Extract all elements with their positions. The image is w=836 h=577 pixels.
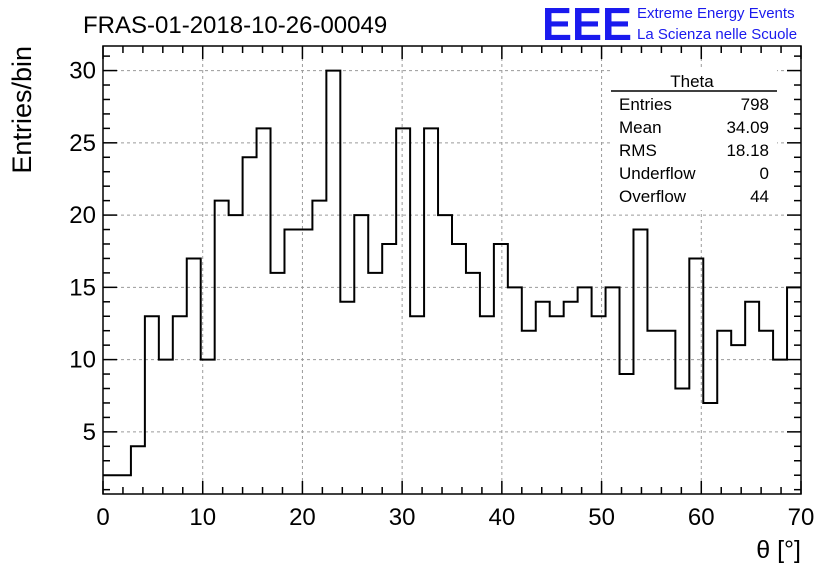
run-title: FRAS-01-2018-10-26-00049 <box>83 12 387 39</box>
stats-value-overflow: 44 <box>750 187 769 206</box>
y-tick-label: 15 <box>69 274 96 301</box>
axis-ticks <box>102 46 802 494</box>
x-tick-label: 30 <box>389 504 416 531</box>
x-tick-label: 70 <box>788 504 815 531</box>
y-tick-label: 5 <box>83 419 96 446</box>
stats-label-underflow: Underflow <box>619 164 696 183</box>
stats-label-mean: Mean <box>619 118 662 137</box>
plot-frame <box>102 45 802 495</box>
x-tick-label: 10 <box>189 504 216 531</box>
logo-line-2: La Scienza nelle Scuole <box>637 26 797 43</box>
histogram-line <box>103 69 801 477</box>
x-tick-label: 0 <box>96 504 109 531</box>
logo-line-1: Extreme Energy Events <box>637 5 795 22</box>
x-tick-label: 40 <box>489 504 516 531</box>
stats-value-entries: 798 <box>741 95 769 114</box>
y-tick-label: 10 <box>69 347 96 374</box>
y-tick-label: 30 <box>69 58 96 85</box>
y-tick-label: 25 <box>69 130 96 157</box>
y-tick-label: 20 <box>69 202 96 229</box>
stats-label-overflow: Overflow <box>619 187 687 206</box>
stats-label-rms: RMS <box>619 141 657 160</box>
x-tick-label: 20 <box>289 504 316 531</box>
axis-tick-labels: 0 10 20 30 40 50 60 70 5 10 15 20 25 30 <box>69 58 814 531</box>
eee-logo-letters: EEE <box>542 0 632 50</box>
stats-box-title: Theta <box>670 72 714 91</box>
stats-value-mean: 34.09 <box>726 118 769 137</box>
stats-box: Theta Entries 798 Mean 34.09 RMS 18.18 U… <box>611 68 777 210</box>
y-axis-label: Entries/bin <box>7 46 37 174</box>
stats-value-rms: 18.18 <box>726 141 769 160</box>
x-tick-label: 50 <box>588 504 615 531</box>
stats-label-entries: Entries <box>619 95 672 114</box>
x-tick-label: 60 <box>688 504 715 531</box>
stats-value-underflow: 0 <box>760 164 769 183</box>
x-axis-label: θ [°] <box>756 536 801 564</box>
